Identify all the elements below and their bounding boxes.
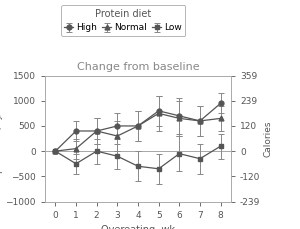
Y-axis label: Resting Energy
Expenditure, kJ/24 h: Resting Energy Expenditure, kJ/24 h (0, 93, 3, 184)
X-axis label: Overeating, wk: Overeating, wk (101, 225, 175, 229)
Legend: High, Normal, Low: High, Normal, Low (61, 5, 185, 36)
Y-axis label: Calories: Calories (263, 120, 272, 157)
Title: Change from baseline: Change from baseline (77, 62, 199, 72)
